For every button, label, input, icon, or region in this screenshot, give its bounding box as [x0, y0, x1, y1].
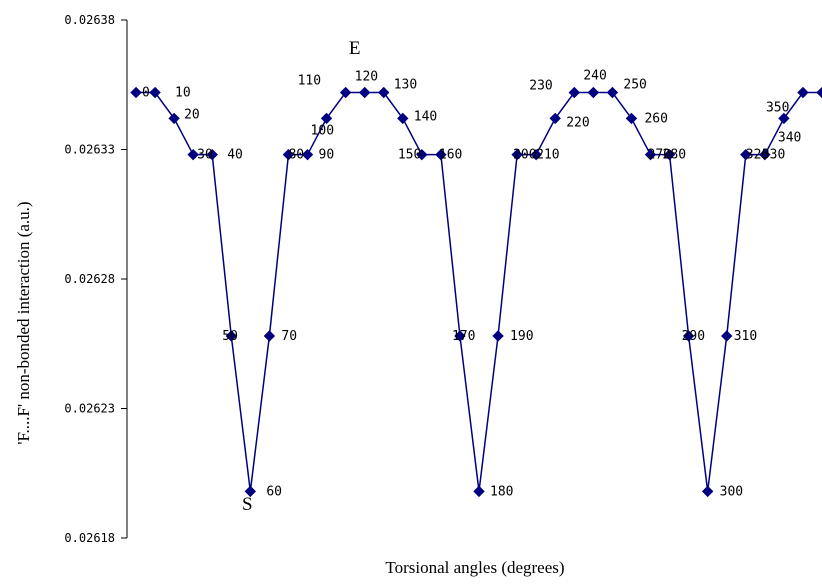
data-label-50: 50 — [222, 329, 238, 344]
data-markers — [130, 86, 822, 498]
data-point-80 — [282, 148, 295, 161]
data-point-100 — [320, 112, 333, 125]
data-point-120 — [358, 86, 371, 99]
data-point-160 — [435, 148, 447, 161]
data-point-0 — [130, 86, 142, 99]
data-label-220: 220 — [566, 115, 589, 130]
data-label-290: 290 — [682, 329, 705, 344]
data-label-180: 180 — [490, 484, 513, 499]
data-label-90: 90 — [319, 148, 335, 163]
data-label-120: 120 — [355, 70, 378, 85]
data-label-70: 70 — [281, 329, 297, 344]
data-label-60: 60 — [266, 484, 282, 499]
data-label-310: 310 — [734, 329, 757, 344]
data-label-350: 350 — [766, 101, 789, 116]
annotations: ES — [242, 38, 360, 515]
y-tick-label: 0.02623 — [64, 402, 115, 416]
data-label-230: 230 — [529, 79, 552, 94]
data-label-10: 10 — [175, 86, 191, 101]
y-tick-label: 0.02633 — [64, 143, 115, 157]
data-point-190 — [492, 330, 504, 342]
data-point-70 — [263, 330, 276, 342]
data-point-170 — [454, 330, 466, 342]
data-point-150 — [416, 148, 428, 161]
data-label-200: 200 — [513, 148, 536, 163]
data-point-30 — [187, 148, 199, 161]
data-point-110 — [339, 86, 352, 99]
data-label-0: 0 — [142, 86, 150, 101]
data-label-140: 140 — [414, 109, 437, 124]
data-labels: 0 10 20 30 40 50 60 70 80 90 100 110 120 130 140 150 160… — [142, 69, 801, 500]
data-label-250: 250 — [623, 78, 646, 93]
data-point-90 — [301, 148, 314, 161]
data-point-350 — [797, 86, 809, 99]
data-point-280 — [663, 148, 676, 161]
data-point-140 — [397, 112, 409, 125]
data-point-290 — [682, 330, 695, 342]
data-point-240 — [587, 86, 600, 99]
data-label-80: 80 — [288, 148, 304, 163]
data-label-30: 30 — [197, 148, 213, 163]
data-point-130 — [378, 86, 390, 99]
data-label-330: 330 — [762, 148, 785, 163]
data-label-210: 210 — [536, 148, 559, 163]
data-point-230 — [568, 86, 580, 99]
data-point-300 — [701, 485, 714, 498]
y-tick-label: 0.02628 — [64, 272, 115, 286]
data-point-340 — [778, 112, 790, 125]
annotation-E: E — [349, 38, 361, 59]
data-label-170: 170 — [452, 329, 475, 344]
data-label-340: 340 — [778, 130, 801, 145]
data-point-10 — [149, 86, 161, 99]
data-point-210 — [530, 148, 542, 161]
data-point-50 — [225, 330, 237, 342]
data-label-130: 130 — [394, 78, 417, 93]
data-label-300: 300 — [720, 484, 743, 499]
data-label-270: 270 — [648, 148, 671, 163]
data-point-260 — [625, 112, 638, 125]
data-label-110: 110 — [298, 74, 321, 89]
data-point-310 — [721, 330, 733, 342]
data-label-40: 40 — [227, 148, 243, 163]
data-label-20: 20 — [184, 107, 200, 122]
y-tick-label: 0.02638 — [64, 13, 115, 27]
y-axis-title: 'F....F' non-bonded interaction (a.u.) — [14, 201, 33, 444]
data-label-150: 150 — [398, 148, 421, 163]
data-point-360 — [816, 86, 822, 99]
data-point-250 — [606, 86, 619, 99]
data-point-220 — [549, 112, 561, 125]
data-point-60 — [244, 485, 257, 498]
data-label-160: 160 — [439, 148, 462, 163]
data-label-100: 100 — [311, 123, 334, 138]
data-label-190: 190 — [510, 329, 533, 344]
data-label-320: 320 — [746, 148, 769, 163]
y-tick-label: 0.02618 — [64, 531, 115, 545]
data-point-270 — [644, 148, 657, 161]
data-point-20 — [168, 112, 180, 125]
data-label-280: 280 — [663, 148, 686, 163]
data-point-330 — [759, 148, 771, 161]
annotation-S: S — [242, 494, 253, 515]
y-ticks: 0.02638 0.02633 0.02628 0.02623 0.02618 — [64, 13, 127, 545]
x-axis-title: Torsional angles (degrees) — [385, 558, 564, 577]
data-point-200 — [511, 148, 523, 161]
data-point-320 — [740, 148, 752, 161]
data-label-260: 260 — [644, 111, 667, 126]
data-point-40 — [206, 148, 218, 161]
data-label-240: 240 — [583, 69, 606, 84]
data-point-180 — [473, 485, 485, 498]
